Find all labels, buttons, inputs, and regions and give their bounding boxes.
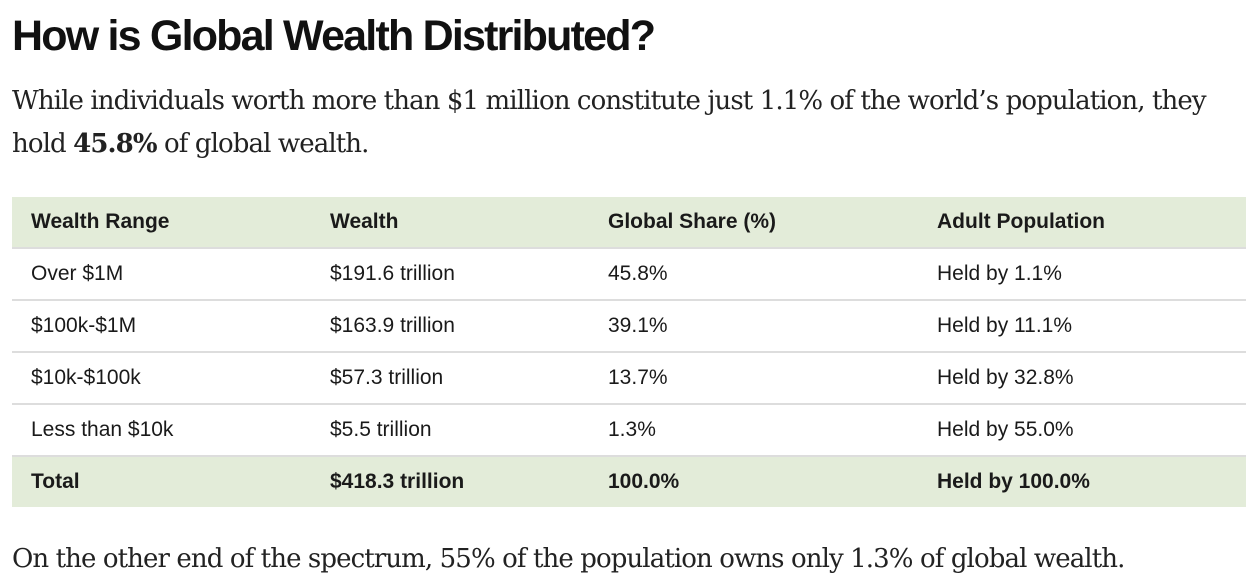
cell-adult-population: Held by 55.0%	[918, 404, 1246, 457]
total-label: Total	[31, 470, 80, 493]
cell-global-share: 39.1%	[589, 300, 918, 353]
cell-global-share: 1.3%	[589, 404, 918, 457]
cell-wealth-range: $10k-$100k	[12, 352, 311, 405]
cell-global-share: 13.7%	[589, 352, 918, 405]
header-wealth: Wealth	[311, 197, 589, 249]
total-adult-population: Held by 100.0%	[937, 470, 1090, 493]
cell-adult-population: Held by 1.1%	[918, 248, 1246, 301]
cell-wealth: $5.5 trillion	[311, 404, 589, 457]
intro-highlight-value: 45.8%	[73, 129, 157, 159]
cell-wealth-range: Less than $10k	[12, 404, 311, 457]
cell-adult-population: Held by 11.1%	[918, 300, 1246, 353]
intro-text-start: While individuals worth more than $1 mil…	[12, 86, 1207, 159]
total-global-share: 100.0%	[608, 470, 680, 493]
header-global-share: Global Share (%)	[589, 197, 918, 249]
table-row: Over $1M $191.6 trillion 45.8% Held by 1…	[12, 248, 1246, 301]
cell-wealth: $163.9 trillion	[311, 300, 589, 353]
table-row: $100k-$1M $163.9 trillion 39.1% Held by …	[12, 300, 1246, 353]
intro-paragraph: While individuals worth more than $1 mil…	[12, 80, 1242, 166]
table-row: $10k-$100k $57.3 trillion 13.7% Held by …	[12, 352, 1246, 405]
cell-adult-population: Held by 32.8%	[918, 352, 1246, 405]
table-total-row: Total $418.3 trillion 100.0% Held by 100…	[12, 456, 1246, 507]
cell-wealth-range: Over $1M	[12, 248, 311, 301]
cell-wealth: $57.3 trillion	[311, 352, 589, 405]
intro-text-end: of global wealth.	[156, 129, 369, 159]
table-header-row: Wealth Range Wealth Global Share (%) Adu…	[12, 197, 1246, 249]
header-wealth-range: Wealth Range	[12, 197, 311, 249]
page-title: How is Global Wealth Distributed?	[12, 12, 656, 60]
outro-paragraph: On the other end of the spectrum, 55% of…	[12, 544, 1125, 574]
cell-wealth: $191.6 trillion	[311, 248, 589, 301]
wealth-distribution-table: Wealth Range Wealth Global Share (%) Adu…	[12, 197, 1246, 507]
table-row: Less than $10k $5.5 trillion 1.3% Held b…	[12, 404, 1246, 457]
header-adult-population: Adult Population	[918, 197, 1246, 249]
cell-wealth-range: $100k-$1M	[12, 300, 311, 353]
total-wealth: $418.3 trillion	[330, 470, 465, 493]
cell-global-share: 45.8%	[589, 248, 918, 301]
